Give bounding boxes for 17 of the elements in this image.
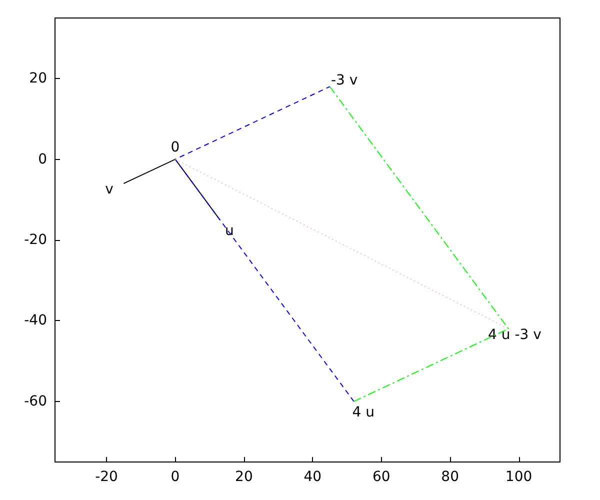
annotation: -3 v — [330, 72, 358, 89]
y-tick-label: -60 — [24, 393, 47, 410]
x-tick-label: -20 — [95, 469, 118, 485]
y-tick-label: -20 — [24, 232, 47, 248]
x-tick-label: 80 — [441, 469, 459, 485]
y-tick-label: -40 — [24, 312, 47, 329]
x-tick-label: 0 — [170, 469, 180, 485]
annotation: v — [105, 181, 114, 198]
y-tick-label: 0 — [38, 151, 47, 168]
annotation: u — [224, 223, 234, 240]
annotation: 4 u — [352, 404, 374, 421]
x-tick-label: 40 — [304, 469, 322, 485]
x-tick-label: 20 — [235, 469, 253, 485]
x-tick-label: 60 — [372, 469, 390, 485]
annotation: 0 — [170, 139, 180, 156]
y-tick-label: 20 — [29, 70, 47, 87]
x-tick-label: 100 — [505, 469, 532, 485]
